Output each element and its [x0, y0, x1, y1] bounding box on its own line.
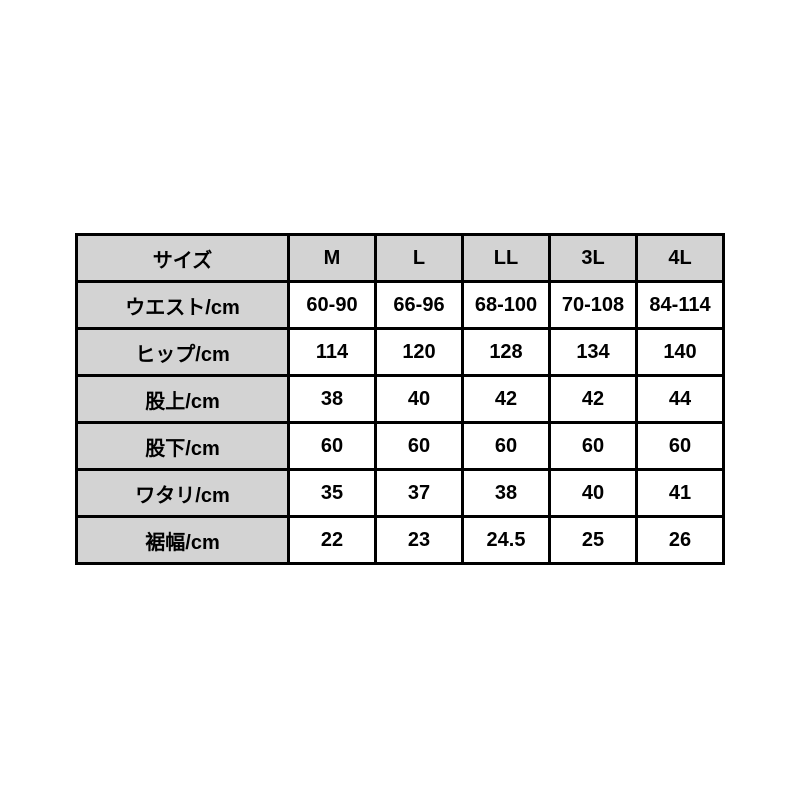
- value-cell: 60: [635, 421, 725, 471]
- value-cell: 22: [287, 515, 377, 565]
- value-cell: 37: [374, 468, 464, 518]
- header-cell-size-l: L: [374, 233, 464, 283]
- header-cell-size-ll: LL: [461, 233, 551, 283]
- value-cell: 38: [287, 374, 377, 424]
- row-label-cell: 股上/cm: [75, 374, 290, 424]
- value-cell: 23: [374, 515, 464, 565]
- table-row-hip: ヒップ/cm 114 120 128 134 140: [75, 327, 725, 377]
- value-cell: 120: [374, 327, 464, 377]
- table-row-inseam: 股下/cm 60 60 60 60 60: [75, 421, 725, 471]
- table-row-thigh: ワタリ/cm 35 37 38 40 41: [75, 468, 725, 518]
- value-cell: 70-108: [548, 280, 638, 330]
- table-row-rise: 股上/cm 38 40 42 42 44: [75, 374, 725, 424]
- table-row-waist: ウエスト/cm 60-90 66-96 68-100 70-108 84-114: [75, 280, 725, 330]
- header-row: サイズ M L LL 3L 4L: [75, 233, 725, 283]
- value-cell: 44: [635, 374, 725, 424]
- table-row-hem-width: 裾幅/cm 22 23 24.5 25 26: [75, 515, 725, 565]
- value-cell: 42: [461, 374, 551, 424]
- row-label-cell: ウエスト/cm: [75, 280, 290, 330]
- header-cell-size-3l: 3L: [548, 233, 638, 283]
- value-cell: 134: [548, 327, 638, 377]
- row-label-cell: 裾幅/cm: [75, 515, 290, 565]
- value-cell: 60: [374, 421, 464, 471]
- size-chart-table: サイズ M L LL 3L 4L ウエスト/cm 60-90 66-96 68-…: [75, 233, 725, 565]
- value-cell: 25: [548, 515, 638, 565]
- value-cell: 24.5: [461, 515, 551, 565]
- size-chart: サイズ M L LL 3L 4L ウエスト/cm 60-90 66-96 68-…: [75, 233, 725, 565]
- value-cell: 66-96: [374, 280, 464, 330]
- value-cell: 114: [287, 327, 377, 377]
- row-label-cell: ヒップ/cm: [75, 327, 290, 377]
- value-cell: 38: [461, 468, 551, 518]
- value-cell: 42: [548, 374, 638, 424]
- value-cell: 60: [287, 421, 377, 471]
- row-label-cell: 股下/cm: [75, 421, 290, 471]
- value-cell: 140: [635, 327, 725, 377]
- row-label-cell: ワタリ/cm: [75, 468, 290, 518]
- value-cell: 41: [635, 468, 725, 518]
- header-cell-size-4l: 4L: [635, 233, 725, 283]
- value-cell: 128: [461, 327, 551, 377]
- header-cell-size-m: M: [287, 233, 377, 283]
- value-cell: 35: [287, 468, 377, 518]
- value-cell: 40: [548, 468, 638, 518]
- value-cell: 60: [548, 421, 638, 471]
- value-cell: 60-90: [287, 280, 377, 330]
- value-cell: 68-100: [461, 280, 551, 330]
- value-cell: 26: [635, 515, 725, 565]
- value-cell: 84-114: [635, 280, 725, 330]
- value-cell: 40: [374, 374, 464, 424]
- header-cell-label: サイズ: [75, 233, 290, 283]
- value-cell: 60: [461, 421, 551, 471]
